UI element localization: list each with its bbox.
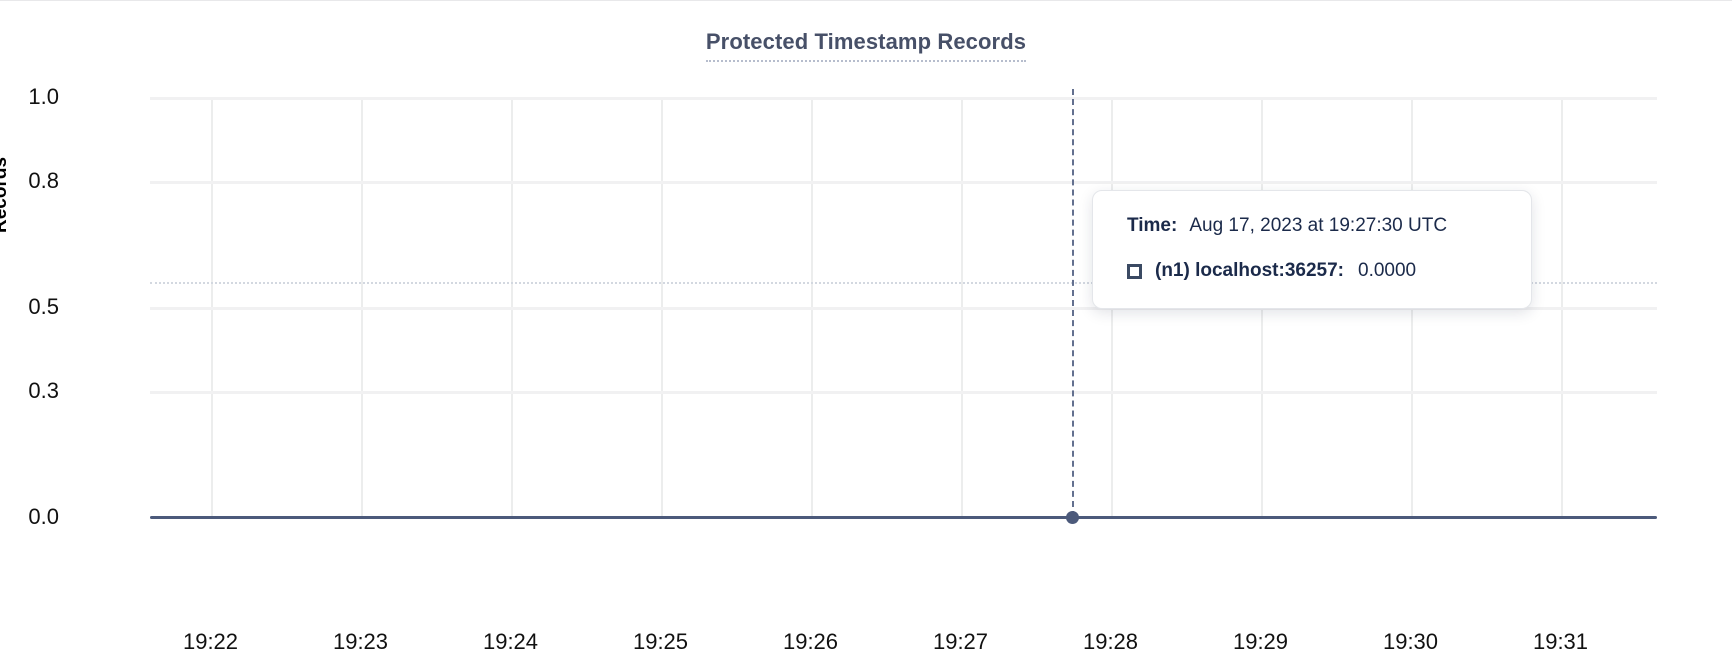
x-axis-tick-label: 19:30 <box>1382 629 1439 654</box>
y-axis-tick-label: 0.5 <box>28 294 59 319</box>
tooltip-series-value: 0.0000 <box>1358 260 1417 282</box>
tooltip-series-row: (n1) localhost:36257: 0.0000 <box>1127 256 1497 285</box>
series-line <box>150 516 1657 519</box>
reference-line <box>150 281 1657 284</box>
y-axis-tick-label: 1.0 <box>28 84 59 109</box>
x-axis-tick-label: 19:24 <box>482 629 539 654</box>
y-gridline <box>150 97 1657 100</box>
crosshair-line <box>1071 89 1074 517</box>
y-gridline <box>150 307 1657 310</box>
y-gridline <box>150 181 1657 184</box>
x-axis-tick-label: 19:31 <box>1532 629 1589 654</box>
x-axis-tick-label: 19:22 <box>182 629 239 654</box>
checkbox-icon[interactable] <box>1127 263 1142 279</box>
x-axis-tick-label: 19:26 <box>782 629 839 654</box>
page-title: Protected Timestamp Records <box>0 29 1732 62</box>
data-point-marker[interactable] <box>1065 511 1079 524</box>
tooltip-time-value: Aug 17, 2023 at 19:27:30 UTC <box>1189 215 1448 236</box>
x-axis-tick-label: 19:25 <box>632 629 689 654</box>
chart-title-text: Protected Timestamp Records <box>705 29 1027 62</box>
x-axis-tick-label: 19:23 <box>332 629 389 654</box>
tooltip-series-name: (n1) localhost:36257: <box>1155 260 1344 282</box>
tooltip-time-row: Time: Aug 17, 2023 at 19:27:30 UTC <box>1127 211 1497 240</box>
x-axis-tick-label: 19:29 <box>1232 629 1289 654</box>
y-axis-tick-label: 0.3 <box>28 378 59 403</box>
hover-tooltip: Time: Aug 17, 2023 at 19:27:30 UTC (n1) … <box>1092 190 1532 309</box>
x-axis-tick-label: 19:27 <box>932 629 989 654</box>
x-axis-tick-label: 19:28 <box>1082 629 1139 654</box>
tooltip-time-label: Time: <box>1127 215 1178 236</box>
y-axis-tick-label: 0.8 <box>28 168 59 193</box>
y-gridline <box>150 391 1657 394</box>
y-axis-tick-label: 0.0 <box>28 504 59 529</box>
